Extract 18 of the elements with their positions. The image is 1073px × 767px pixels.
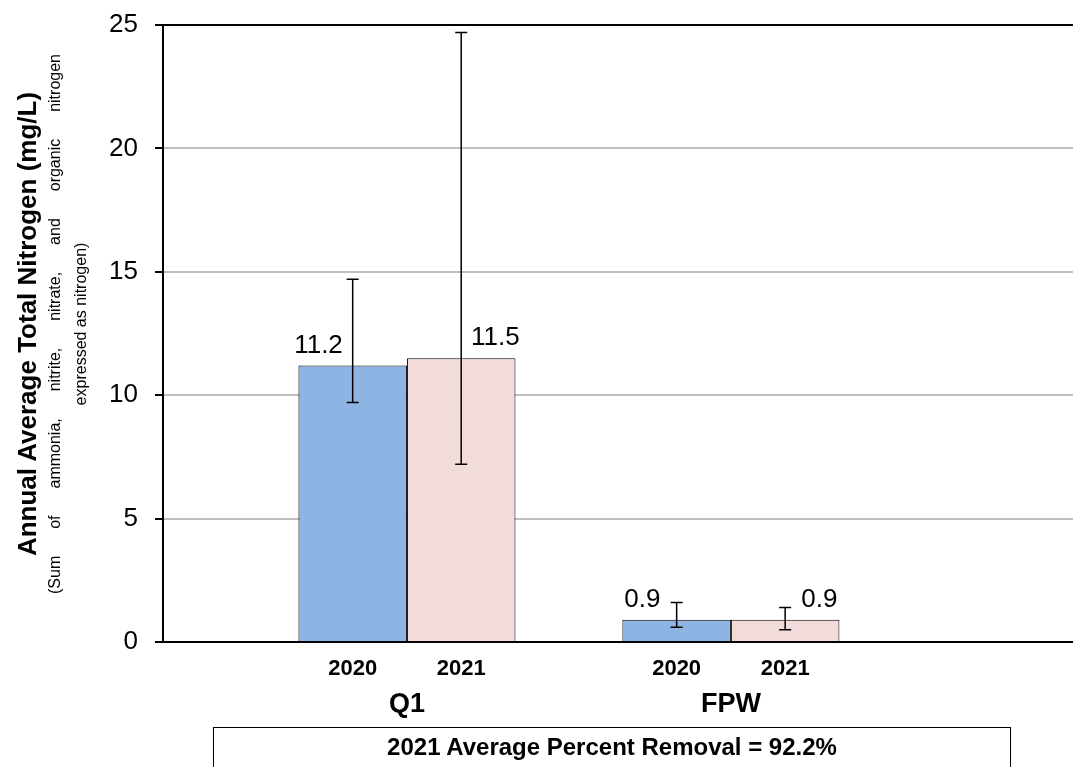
y-axis-title: Annual Average Total Nitrogen (mg/L) (Sum of ammonia, nitrite, nitrate, and organic nitrogen expressed as nitrogen)	[12, 53, 90, 596]
text: 2020	[652, 655, 702, 681]
x-tick-label: FPW	[700, 687, 762, 718]
y-tick-label: 5	[123, 501, 138, 532]
y-tick-label: 25	[109, 8, 138, 39]
y-tick-label: 15	[109, 254, 138, 285]
data-label: 11.2	[294, 328, 343, 359]
y-tick-label: 0	[123, 625, 138, 656]
series-label: 2021	[436, 655, 486, 681]
y-tick-label: 20	[109, 131, 138, 162]
data-label: 0.9	[624, 582, 661, 613]
text: 2021	[760, 655, 810, 681]
data-label: 11.5	[471, 321, 520, 352]
y-tick-label: 10	[109, 378, 138, 409]
text: 2021 Average Percent Removal = 92.2%	[387, 733, 837, 761]
series-label: 2020	[328, 655, 378, 681]
x-tick-label: Q1	[388, 687, 425, 718]
data-label: 0.9	[801, 582, 838, 613]
